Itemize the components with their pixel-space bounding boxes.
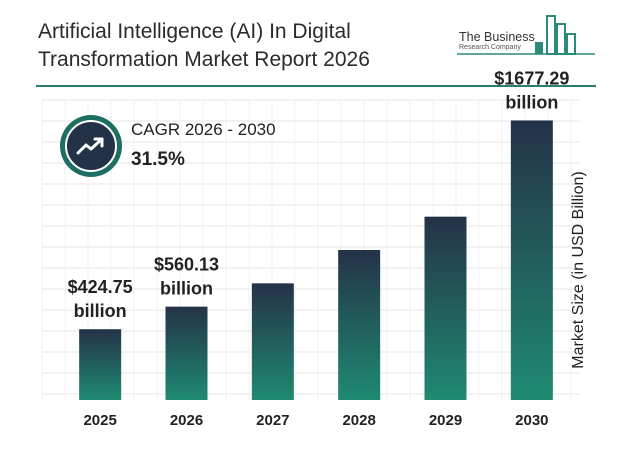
page-title: Artificial Intelligence (AI) In Digital … <box>38 20 370 71</box>
bars <box>79 120 553 401</box>
x-tick-label: 2029 <box>429 412 462 429</box>
data-labels: $424.75 billion $560.13 billion $1677.29 bill… <box>68 68 570 321</box>
x-tick-label: 2030 <box>515 412 548 429</box>
y-axis-label: Market Size (in USD Billion) <box>570 171 587 368</box>
bar-2030 <box>510 120 553 401</box>
bar-2029 <box>424 216 467 400</box>
company-logo: The Business Research Company <box>455 12 615 60</box>
data-label: $560.13 billion <box>154 255 219 299</box>
x-tick-label: 2025 <box>83 412 116 429</box>
data-label: $1677.29 billion <box>494 68 569 112</box>
x-tick-label: 2028 <box>342 412 375 429</box>
logo-subtitle: Research Company <box>459 44 521 51</box>
x-axis-labels: 2025 2026 2027 2028 2029 2030 <box>83 412 548 429</box>
logo-name: The Business <box>459 30 535 44</box>
bar-2027 <box>251 283 294 400</box>
bar-2028 <box>338 250 381 400</box>
data-label: $424.75 billion <box>68 277 133 321</box>
logo-bars-icon <box>457 15 595 55</box>
cagr-label: CAGR 2026 - 2030 <box>131 120 276 139</box>
cagr-badge <box>60 115 122 177</box>
cagr-value: 31.5% <box>131 149 185 170</box>
bar-2026 <box>165 306 208 400</box>
x-tick-label: 2027 <box>256 412 289 429</box>
header-divider <box>36 85 596 87</box>
grid-lines <box>41 99 580 400</box>
x-tick-label: 2026 <box>170 412 203 429</box>
trend-up-icon <box>76 137 104 155</box>
bar-2025 <box>79 329 122 400</box>
